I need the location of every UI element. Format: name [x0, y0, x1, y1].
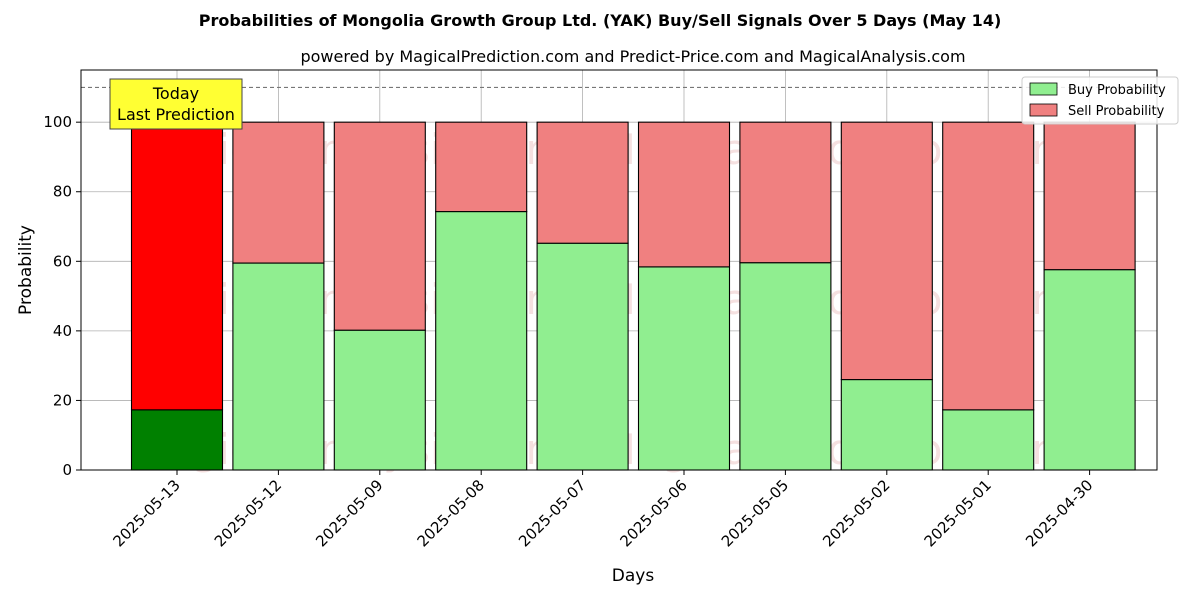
x-tick-label: 2025-05-01	[921, 476, 995, 550]
bar-buy-2025-05-01	[942, 409, 1035, 471]
legend-swatch-sell	[1029, 103, 1058, 117]
bar-sell-2025-05-02	[840, 121, 933, 381]
bar-buy-2025-05-06	[637, 266, 731, 471]
annotation-box: Today Last Prediction	[109, 78, 243, 130]
bar-buy-2025-05-12	[232, 262, 325, 471]
y-tick-label: 100	[43, 113, 72, 131]
legend-label-sell: Sell Probability	[1068, 104, 1165, 119]
bar-sell-2025-05-12	[232, 121, 325, 264]
bar-sell-2025-05-07	[536, 121, 629, 244]
y-tick-label: 60	[53, 252, 72, 270]
chart-subtitle: powered by MagicalPrediction.com and Pre…	[300, 47, 965, 66]
bar-buy-2025-05-02	[840, 379, 933, 471]
x-tick-label: 2025-05-13	[109, 476, 183, 550]
annotation-line-1: Today	[152, 84, 199, 103]
x-ticks: 2025-05-13 2025-05-12 2025-05-09 2025-05-08…	[109, 470, 1096, 550]
x-tick-label: 2025-05-06	[616, 476, 690, 550]
legend-swatch-buy	[1029, 82, 1058, 96]
x-tick-label: 2025-05-07	[515, 476, 589, 550]
legend-frame	[1021, 76, 1179, 125]
x-tick-label: 2025-04-30	[1022, 476, 1096, 550]
bar-buy-2025-05-09	[333, 329, 426, 471]
bar-sell-2025-05-01	[942, 121, 1035, 411]
bar-sell-2025-05-13	[130, 121, 224, 411]
bar-buy-2025-05-08	[435, 211, 528, 471]
x-tick-label: 2025-05-02	[819, 476, 893, 550]
x-tick-label: 2025-05-05	[718, 476, 792, 550]
y-tick-label: 80	[53, 183, 72, 201]
bar-sell-2025-05-08	[435, 121, 528, 213]
y-axis-label: Probability	[16, 225, 36, 315]
legend: Buy Probability Sell Probability	[1021, 76, 1179, 125]
y-tick-label: 40	[53, 322, 72, 340]
bar-buy-2025-04-30	[1043, 269, 1136, 471]
bars	[130, 121, 1136, 471]
annotation-line-2: Last Prediction	[117, 105, 235, 124]
bar-buy-2025-05-07	[536, 242, 629, 471]
bar-sell-2025-05-09	[333, 121, 426, 331]
bar-sell-2025-04-30	[1043, 121, 1136, 271]
bar-buy-2025-05-05	[739, 262, 832, 471]
y-ticks: 0 20 40 60 80 100	[43, 113, 81, 479]
legend-label-buy: Buy Probability	[1068, 83, 1166, 98]
bar-sell-2025-05-06	[637, 121, 731, 268]
bar-buy-2025-05-13	[130, 409, 224, 471]
x-tick-label: 2025-05-09	[312, 476, 386, 550]
x-tick-label: 2025-05-12	[211, 476, 285, 550]
bar-sell-2025-05-05	[739, 121, 832, 264]
y-tick-label: 20	[53, 391, 72, 409]
x-tick-label: 2025-05-08	[414, 476, 488, 550]
plot-frame	[80, 69, 1158, 471]
x-axis-label: Days	[612, 566, 655, 586]
chart-title: Probabilities of Mongolia Growth Group L…	[199, 11, 1002, 30]
annotation-background	[109, 78, 243, 130]
y-tick-label: 0	[62, 461, 72, 479]
